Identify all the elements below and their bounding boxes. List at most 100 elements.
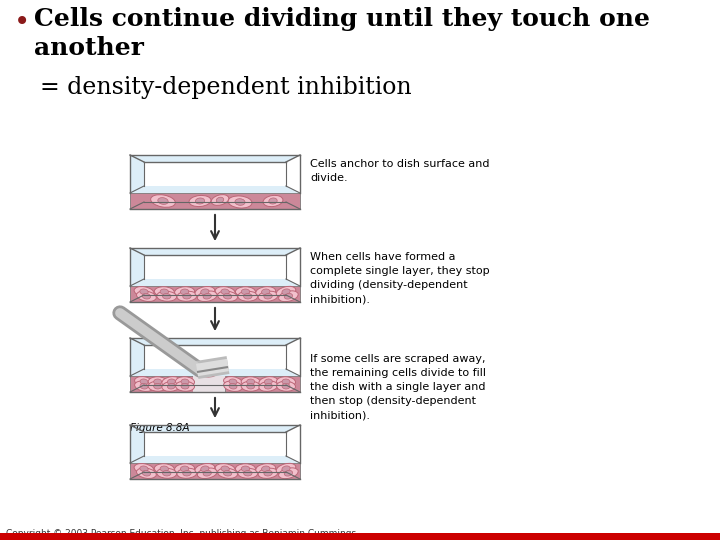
Polygon shape [193, 376, 225, 392]
Ellipse shape [162, 376, 181, 387]
Ellipse shape [256, 287, 276, 297]
Ellipse shape [154, 464, 174, 474]
Ellipse shape [247, 379, 255, 384]
Ellipse shape [235, 464, 256, 474]
Ellipse shape [140, 383, 148, 389]
Ellipse shape [224, 376, 243, 387]
Polygon shape [130, 463, 300, 479]
Ellipse shape [216, 197, 224, 203]
Ellipse shape [279, 468, 298, 478]
Ellipse shape [279, 291, 298, 302]
Ellipse shape [228, 196, 252, 208]
Ellipse shape [181, 379, 189, 384]
Ellipse shape [276, 286, 296, 297]
Ellipse shape [282, 466, 290, 471]
Ellipse shape [160, 466, 168, 471]
Ellipse shape [211, 194, 229, 205]
Ellipse shape [174, 287, 194, 297]
Ellipse shape [183, 470, 192, 476]
Ellipse shape [203, 470, 212, 476]
Ellipse shape [195, 463, 215, 474]
Text: •: • [14, 8, 30, 36]
Ellipse shape [150, 195, 176, 207]
Ellipse shape [201, 289, 209, 295]
Ellipse shape [176, 381, 194, 391]
Ellipse shape [154, 287, 174, 297]
Ellipse shape [203, 293, 212, 299]
Bar [0, 533, 720, 540]
Ellipse shape [135, 381, 153, 391]
Ellipse shape [282, 289, 290, 295]
Ellipse shape [243, 294, 252, 299]
Polygon shape [225, 376, 300, 392]
Ellipse shape [162, 381, 181, 391]
Ellipse shape [264, 379, 272, 384]
Ellipse shape [201, 466, 209, 471]
Ellipse shape [143, 293, 150, 299]
Ellipse shape [197, 291, 217, 301]
Ellipse shape [284, 470, 292, 476]
Ellipse shape [183, 293, 192, 299]
Ellipse shape [276, 377, 295, 387]
Ellipse shape [177, 468, 197, 478]
Text: Cells continue dividing until they touch one: Cells continue dividing until they touch… [34, 7, 650, 31]
Ellipse shape [264, 470, 272, 476]
Polygon shape [130, 338, 300, 376]
Ellipse shape [264, 383, 272, 389]
Ellipse shape [247, 383, 255, 389]
Ellipse shape [157, 468, 176, 478]
Polygon shape [130, 193, 300, 209]
Ellipse shape [195, 287, 215, 297]
Ellipse shape [269, 198, 277, 204]
Ellipse shape [215, 287, 235, 297]
Ellipse shape [189, 195, 211, 207]
Ellipse shape [259, 376, 278, 387]
Ellipse shape [276, 381, 295, 391]
Ellipse shape [140, 379, 148, 384]
Ellipse shape [241, 377, 260, 387]
Ellipse shape [221, 289, 230, 294]
Ellipse shape [163, 293, 171, 299]
Ellipse shape [160, 289, 168, 294]
Ellipse shape [153, 383, 162, 389]
Text: Copyright © 2003 Pearson Education, Inc. publishing as Benjamin Cummings: Copyright © 2003 Pearson Education, Inc.… [6, 529, 356, 538]
Ellipse shape [241, 466, 250, 471]
Ellipse shape [235, 199, 245, 205]
Ellipse shape [264, 293, 272, 299]
Ellipse shape [148, 381, 167, 391]
Polygon shape [130, 248, 300, 286]
Ellipse shape [177, 291, 197, 301]
Ellipse shape [241, 381, 260, 391]
Ellipse shape [140, 289, 148, 294]
Ellipse shape [282, 383, 290, 389]
Polygon shape [130, 425, 300, 463]
Text: another: another [34, 36, 144, 60]
Ellipse shape [215, 464, 235, 474]
Ellipse shape [223, 293, 232, 299]
Ellipse shape [259, 381, 278, 391]
Ellipse shape [143, 470, 150, 476]
Ellipse shape [203, 369, 211, 375]
Ellipse shape [241, 289, 250, 294]
Text: = density-dependent inhibition: = density-dependent inhibition [40, 76, 412, 99]
Ellipse shape [258, 468, 278, 478]
Ellipse shape [258, 291, 278, 301]
Ellipse shape [224, 381, 243, 391]
Ellipse shape [282, 379, 290, 384]
Ellipse shape [174, 464, 194, 474]
Ellipse shape [235, 287, 256, 297]
Text: If some cells are scraped away,
the remaining cells divide to fill
the dish with: If some cells are scraped away, the rema… [310, 354, 486, 420]
Ellipse shape [134, 463, 154, 474]
Ellipse shape [284, 293, 292, 299]
Ellipse shape [135, 376, 153, 387]
Ellipse shape [276, 463, 296, 474]
Ellipse shape [148, 377, 167, 387]
Ellipse shape [229, 379, 237, 384]
Ellipse shape [261, 289, 270, 294]
Ellipse shape [238, 291, 258, 301]
Ellipse shape [176, 377, 194, 387]
Ellipse shape [261, 466, 270, 471]
Ellipse shape [137, 468, 156, 478]
Ellipse shape [140, 466, 148, 471]
Ellipse shape [256, 464, 276, 474]
